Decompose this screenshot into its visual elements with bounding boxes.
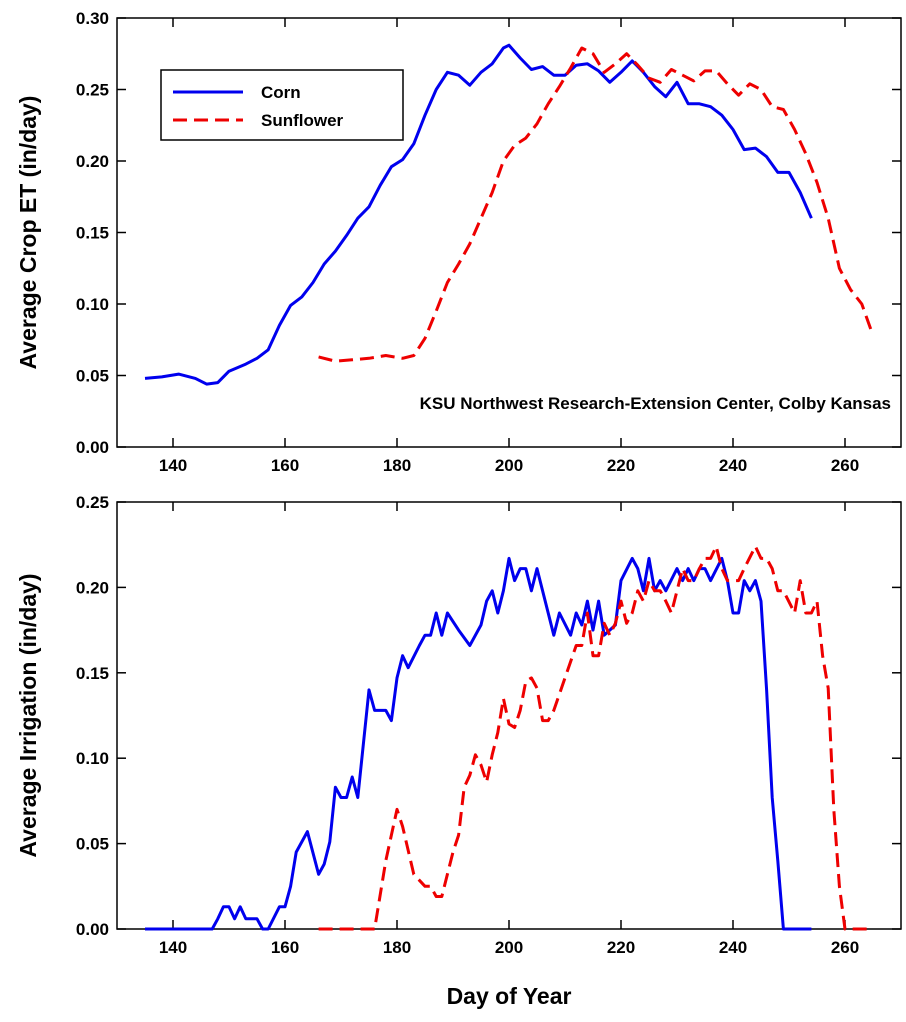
x-tick-label: 240 (719, 938, 747, 957)
x-tick-label: 240 (719, 456, 747, 475)
x-tick-label: 260 (831, 938, 859, 957)
x-axis-label: Day of Year (447, 983, 572, 1009)
x-tick-label: 200 (495, 938, 523, 957)
y-tick-label: 0.05 (76, 835, 109, 854)
legend-label: Sunflower (261, 111, 344, 130)
y-tick-label: 0.05 (76, 367, 109, 386)
x-tick-label: 160 (271, 456, 299, 475)
x-tick-label: 160 (271, 938, 299, 957)
x-tick-label: 140 (159, 938, 187, 957)
y-tick-label: 0.30 (76, 9, 109, 28)
series-line (144, 43, 813, 386)
legend-label: Corn (261, 83, 301, 102)
x-tick-label: 180 (383, 456, 411, 475)
series-line (318, 46, 875, 363)
x-tick-label: 260 (831, 456, 859, 475)
y-tick-label: 0.00 (76, 438, 109, 457)
x-tick-label: 140 (159, 456, 187, 475)
x-tick-label: 180 (383, 938, 411, 957)
y-tick-label: 0.10 (76, 295, 109, 314)
x-tick-label: 220 (607, 938, 635, 957)
y-tick-label: 0.15 (76, 664, 109, 683)
y-tick-label: 0.10 (76, 749, 109, 768)
series-line (318, 544, 873, 931)
legend-box (160, 69, 404, 141)
y-axis-label: Average Crop ET (in/day) (15, 96, 41, 370)
annotation: KSU Northwest Research-Extension Center,… (420, 394, 891, 413)
x-tick-label: 200 (495, 456, 523, 475)
x-tick-label: 220 (607, 456, 635, 475)
y-tick-label: 0.20 (76, 578, 109, 597)
y-axis-label: Average Irrigation (in/day) (15, 573, 41, 857)
y-tick-label: 0.25 (76, 493, 109, 512)
y-tick-label: 0.15 (76, 224, 109, 243)
series-line (145, 556, 812, 931)
y-tick-label: 0.20 (76, 152, 109, 171)
y-tick-label: 0.25 (76, 81, 109, 100)
y-tick-label: 0.00 (76, 920, 109, 939)
